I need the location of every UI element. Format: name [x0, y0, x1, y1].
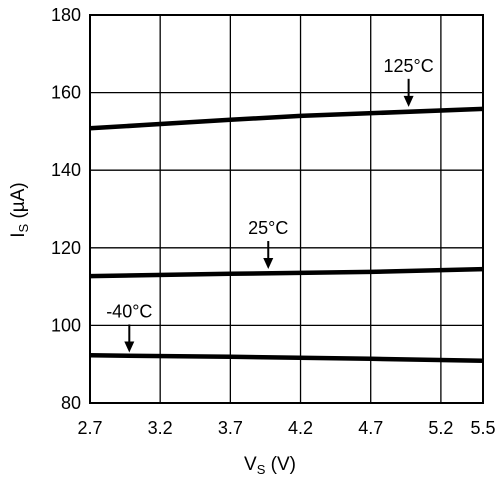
y-axis-label-sub: S: [16, 223, 31, 232]
y-tick-label: 80: [61, 393, 81, 413]
annotation-arrow-head: [403, 95, 414, 107]
y-tick-label: 180: [51, 5, 81, 25]
x-tick-label: 5.5: [470, 418, 495, 438]
annotation-label: 25°C: [248, 218, 288, 238]
series-line-2: [89, 353, 484, 363]
x-tick-label: 4.7: [358, 418, 383, 438]
annotations: 125°C 25°C -40°C: [106, 56, 434, 353]
y-axis-label-main: I: [8, 232, 29, 237]
series-line-1: [89, 266, 484, 279]
x-tick-label: 3.7: [218, 418, 243, 438]
x-axis-label-unit: (V): [265, 454, 296, 475]
y-tick-labels: 80 100 120 140 160 180: [51, 5, 81, 413]
y-axis-label-unit: (µA): [8, 182, 29, 224]
y-axis-label: IS (µA): [8, 182, 31, 238]
x-tick-label: 5.2: [428, 418, 453, 438]
x-axis-label: VS (V): [244, 454, 296, 477]
series-lines: [89, 106, 484, 363]
x-axis-label-main: V: [244, 454, 257, 475]
series-line-0: [89, 106, 484, 131]
annotation-arrow-head: [263, 258, 274, 270]
x-tick-label: 3.2: [148, 418, 173, 438]
annotation-label: -40°C: [106, 301, 152, 321]
x-axis-label-sub: S: [257, 462, 266, 477]
annotation-label: 125°C: [383, 56, 433, 76]
x-tick-labels: 2.7 3.2 3.7 4.2 4.7 5.2 5.5: [77, 418, 495, 438]
y-tick-label: 120: [51, 238, 81, 258]
x-tick-label: 4.2: [288, 418, 313, 438]
y-tick-label: 160: [51, 83, 81, 103]
y-tick-label: 100: [51, 315, 81, 335]
annotation-arrow-head: [124, 341, 135, 353]
plot-frame: [89, 14, 484, 404]
y-tick-label: 140: [51, 160, 81, 180]
x-tick-label: 2.7: [77, 418, 102, 438]
